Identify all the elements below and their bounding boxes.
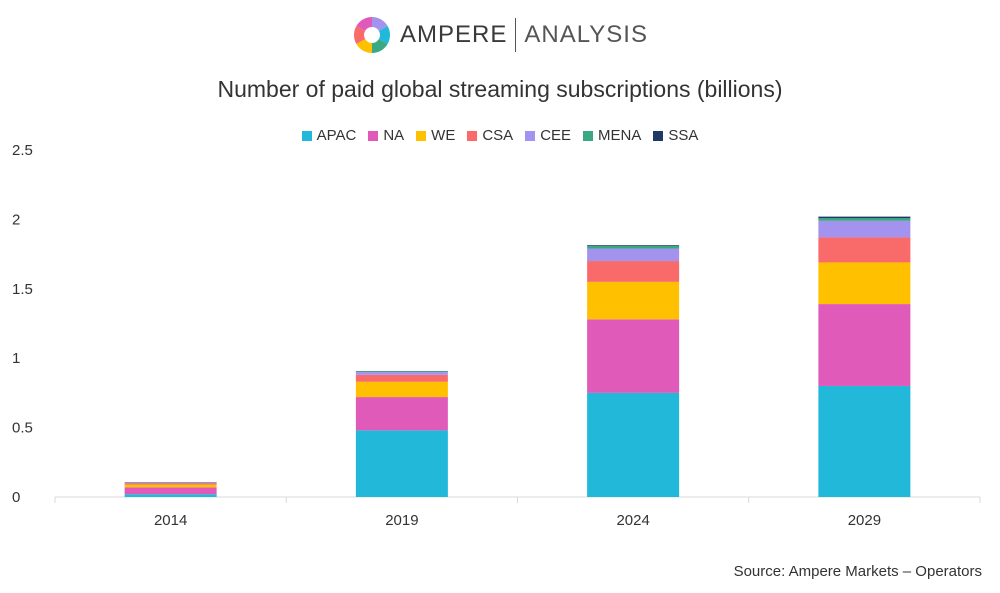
legend-label-na: NA: [383, 127, 405, 144]
x-tick-label: 2029: [848, 512, 881, 529]
bar-na-2029: [818, 304, 911, 386]
legend-swatch-cee: [525, 130, 536, 141]
bar-cee-2029: [818, 220, 911, 238]
legend-item-we: WE: [416, 127, 455, 144]
legend-item-apac: APAC: [301, 127, 357, 144]
bar-na-2024: [587, 319, 680, 393]
x-tick-label: 2014: [154, 512, 187, 529]
y-tick-label: 0.5: [12, 420, 33, 437]
bar-csa-2014: [124, 483, 217, 485]
legend-label-ssa: SSA: [668, 127, 699, 144]
legend-swatch-na: [368, 130, 379, 141]
bar-mena-2019: [355, 371, 448, 373]
legend-item-cee: CEE: [525, 127, 571, 144]
bar-apac-2019: [355, 430, 448, 497]
source-note: Source: Ampere Markets – Operators: [733, 563, 982, 580]
ampere-logo: AMPERE ANALYSIS: [0, 12, 1000, 58]
legend-label-csa: CSA: [482, 127, 514, 144]
bar-cee-2024: [587, 248, 680, 262]
legend-item-mena: MENA: [583, 127, 641, 144]
legend-swatch-we: [416, 130, 427, 141]
legend-label-cee: CEE: [540, 127, 572, 144]
y-tick-label: 1: [12, 350, 20, 367]
bar-cee-2014: [124, 482, 217, 484]
legend-item-ssa: SSA: [653, 127, 698, 144]
bar-mena-2029: [818, 218, 911, 221]
bar-na-2014: [124, 487, 217, 495]
y-tick-label: 0: [12, 489, 20, 506]
bar-ssa-2029: [818, 216, 911, 219]
x-tick-label: 2024: [616, 512, 649, 529]
ampere-logo-icon: [354, 16, 391, 54]
bar-apac-2024: [587, 392, 680, 497]
legend-item-csa: CSA: [467, 127, 513, 144]
legend-swatch-ssa: [653, 130, 664, 141]
bar-ssa-2024: [587, 245, 680, 246]
y-tick-label: 2: [12, 211, 20, 228]
bar-we-2024: [587, 281, 680, 320]
legend-label-apac: APAC: [316, 127, 357, 144]
bar-na-2019: [355, 397, 448, 431]
bar-mena-2024: [587, 245, 680, 249]
y-tick-label: 2.5: [12, 142, 33, 159]
legend-swatch-apac: [301, 130, 312, 141]
bar-we-2019: [355, 381, 448, 398]
bar-apac-2014: [124, 494, 217, 497]
y-tick-label: 1.5: [12, 281, 33, 298]
bar-we-2014: [124, 484, 217, 488]
bar-apac-2029: [818, 385, 911, 497]
legend-label-we: WE: [431, 127, 456, 144]
brand-subtitle: ANALYSIS: [524, 21, 648, 48]
legend-swatch-csa: [467, 130, 478, 141]
bar-csa-2024: [587, 261, 680, 282]
x-tick-label: 2019: [385, 512, 418, 529]
brand-name: AMPERE: [400, 21, 508, 48]
brand-divider: [515, 18, 517, 52]
bar-we-2029: [818, 262, 911, 305]
legend-item-na: NA: [368, 127, 404, 144]
chart-title: Number of paid global streaming subscrip…: [217, 76, 783, 102]
bar-cee-2019: [355, 372, 448, 375]
chart-legend: APAC NA WE CSA CEE MENA SSA: [0, 127, 1000, 144]
bar-csa-2019: [355, 374, 448, 382]
bar-csa-2029: [818, 237, 911, 263]
legend-swatch-mena: [583, 130, 594, 141]
legend-label-mena: MENA: [598, 127, 642, 144]
stacked-bar-chart: 0 0.5 1 1.5 2 2.5 2014 2019 2024 2029: [12, 142, 981, 529]
